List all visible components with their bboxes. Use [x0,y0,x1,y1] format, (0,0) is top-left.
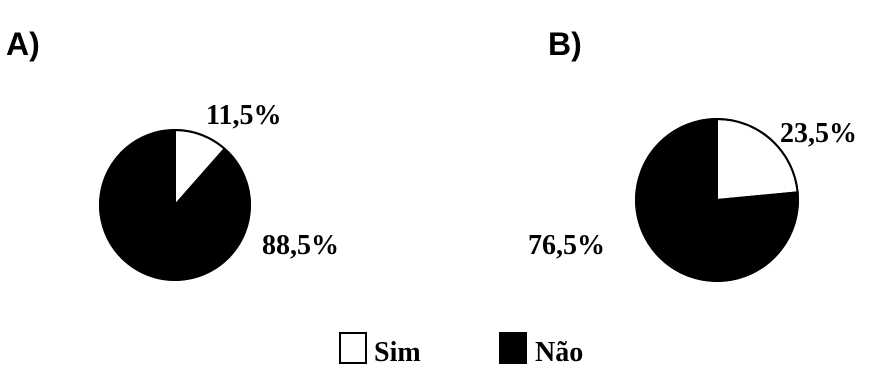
legend-swatch-nao [499,332,527,364]
legend-swatch-sim [339,332,367,364]
pie-b-nao-label: 76,5% [528,230,605,261]
pie-a-nao-label: 88,5% [262,230,339,261]
legend-label-nao: Não [535,337,583,368]
pie-b-outline [635,118,799,282]
legend-label-sim: Sim [374,337,421,368]
panel-label-a: A) [6,26,40,62]
pie-b-slices [635,117,799,282]
pie-a-slices [99,128,251,281]
pie-chart-b: B) 23,5% 76,5% [528,26,857,282]
pie-a-sim-label: 11,5% [206,100,281,131]
legend: Sim Não [339,332,583,368]
panel-label-b: B) [548,26,582,62]
pie-b-sim-label: 23,5% [780,118,857,149]
pie-chart-a: A) 11,5% 88,5% [6,26,339,281]
pie-a-outline [99,129,251,281]
